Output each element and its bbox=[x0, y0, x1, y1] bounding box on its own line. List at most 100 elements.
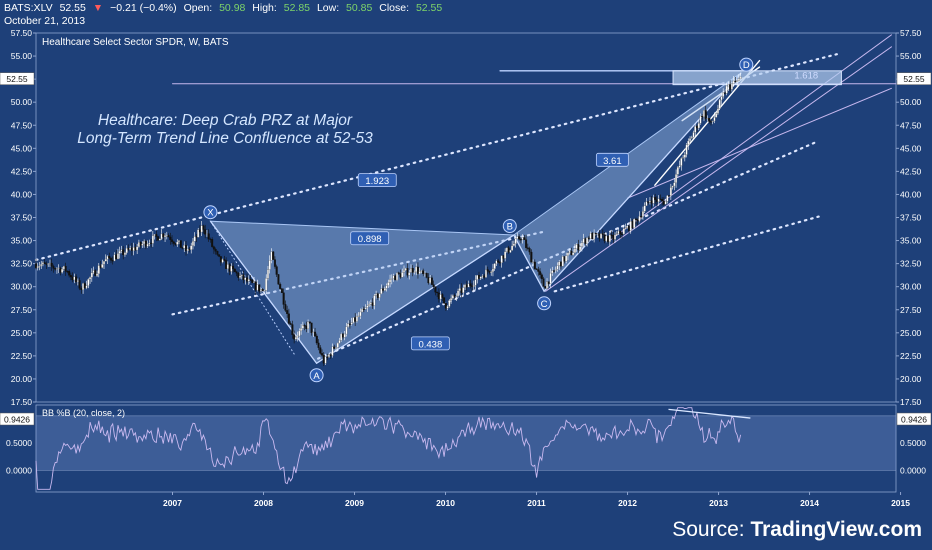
candle-body bbox=[108, 256, 111, 259]
candle-body bbox=[607, 235, 610, 242]
candle bbox=[324, 353, 327, 365]
candle-body bbox=[600, 233, 603, 239]
candle-body bbox=[249, 279, 252, 281]
candle bbox=[287, 308, 290, 325]
y-tick-label-right: 57.50 bbox=[900, 28, 922, 38]
candle bbox=[634, 217, 637, 225]
candle bbox=[523, 234, 526, 240]
candle-body bbox=[280, 288, 283, 293]
low-value: 50.85 bbox=[346, 2, 373, 14]
candle-body bbox=[465, 284, 468, 288]
source-brand[interactable]: TradingView.com bbox=[750, 518, 922, 541]
candle-body bbox=[307, 321, 310, 329]
candle bbox=[593, 229, 596, 243]
candle bbox=[676, 166, 679, 179]
y-tick-label-right: 35.00 bbox=[900, 236, 922, 246]
candle-body bbox=[500, 255, 503, 263]
candle bbox=[378, 293, 381, 301]
candle-body bbox=[256, 284, 259, 291]
candle-body bbox=[200, 225, 203, 233]
candle-body bbox=[174, 243, 177, 245]
candle-body bbox=[293, 334, 296, 340]
ratio-label-bg bbox=[595, 152, 629, 167]
osc-title: BB %B (20, close, 2) bbox=[42, 408, 125, 418]
candle bbox=[193, 232, 196, 247]
candle-body bbox=[75, 276, 78, 282]
candle bbox=[493, 263, 496, 271]
candle-body bbox=[399, 273, 402, 278]
candle-body bbox=[411, 268, 414, 273]
candle bbox=[296, 331, 299, 342]
candle bbox=[87, 278, 90, 289]
candle bbox=[176, 239, 179, 247]
candle-body bbox=[678, 165, 681, 168]
candle bbox=[450, 294, 453, 304]
candle-body bbox=[694, 126, 697, 133]
candle bbox=[690, 135, 693, 139]
candle bbox=[191, 238, 194, 250]
candle-body bbox=[191, 241, 194, 246]
candle-body bbox=[188, 248, 191, 250]
quote-date: October 21, 2013 bbox=[4, 15, 86, 27]
candle-body bbox=[495, 260, 498, 264]
candle-body bbox=[598, 233, 601, 239]
candle bbox=[268, 255, 271, 274]
candle bbox=[122, 246, 125, 260]
candle bbox=[462, 284, 465, 297]
candle-body bbox=[730, 83, 733, 90]
candle-body bbox=[559, 261, 562, 267]
candle-body bbox=[83, 283, 86, 289]
candle-body bbox=[176, 241, 179, 245]
candle-body bbox=[528, 248, 531, 253]
candle-body bbox=[634, 218, 637, 220]
candle-body bbox=[530, 251, 533, 263]
candle-body bbox=[331, 346, 334, 356]
candle-body bbox=[587, 237, 590, 239]
candle-body bbox=[258, 284, 261, 292]
candle bbox=[167, 233, 170, 238]
candle bbox=[348, 320, 351, 329]
candle-body bbox=[683, 154, 686, 158]
candle bbox=[682, 155, 685, 159]
candle bbox=[451, 294, 454, 300]
candle-body bbox=[697, 123, 700, 129]
candle bbox=[474, 275, 477, 291]
candle-body bbox=[415, 266, 418, 273]
candle-body bbox=[341, 333, 344, 338]
candle-body bbox=[507, 247, 510, 253]
candle-body bbox=[94, 270, 97, 276]
candle-body bbox=[284, 304, 287, 311]
candle-body bbox=[322, 355, 325, 364]
candle-body bbox=[375, 293, 378, 296]
pattern-point-c: C bbox=[537, 296, 552, 311]
candle-body bbox=[160, 233, 163, 240]
candle bbox=[422, 268, 425, 277]
osc-divergence-line bbox=[668, 408, 751, 419]
candle-body bbox=[383, 288, 386, 291]
candle bbox=[336, 342, 339, 351]
candle-body bbox=[648, 200, 651, 203]
candle bbox=[258, 284, 261, 294]
candle-body bbox=[601, 233, 604, 235]
x-tick-label: 2014 bbox=[800, 498, 819, 508]
candle bbox=[294, 334, 297, 341]
candle bbox=[97, 263, 100, 278]
candle bbox=[408, 269, 411, 280]
candle-body bbox=[204, 229, 207, 235]
candle-body bbox=[737, 78, 740, 81]
candle-body bbox=[118, 250, 121, 254]
candle-body bbox=[716, 108, 719, 114]
candle bbox=[169, 232, 172, 245]
candle bbox=[55, 267, 58, 274]
candle bbox=[566, 252, 569, 261]
candle-body bbox=[287, 313, 290, 324]
candle-body bbox=[566, 252, 569, 257]
candle-body bbox=[251, 279, 254, 283]
y-tick-label-right: 27.50 bbox=[900, 305, 922, 315]
candle-body bbox=[233, 268, 236, 272]
candle-body bbox=[247, 279, 250, 282]
candle-body bbox=[52, 266, 55, 269]
candle-body bbox=[312, 331, 315, 333]
candle bbox=[43, 258, 46, 265]
